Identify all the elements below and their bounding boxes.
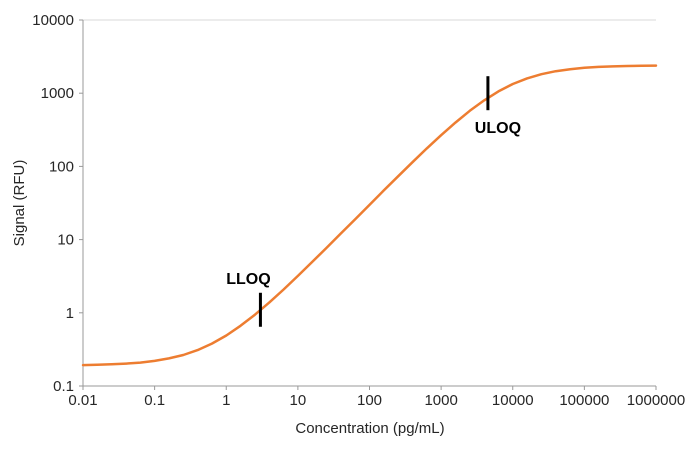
x-tick-label: 0.1 — [144, 392, 165, 409]
x-tick-label: 1 — [222, 392, 230, 409]
x-tick-label: 1000 — [424, 392, 457, 409]
y-tick-label: 10000 — [32, 12, 74, 29]
x-tick-label: 0.01 — [68, 392, 97, 409]
y-tick-label: 10 — [57, 232, 74, 249]
x-tick-label: 1000000 — [627, 392, 685, 409]
annotations: LLOQ ULOQ — [226, 76, 521, 327]
x-tick-label: 10 — [290, 392, 307, 409]
x-tick-label: 10000 — [492, 392, 534, 409]
lloq-label: LLOQ — [226, 271, 270, 288]
y-tick-label: 1 — [66, 305, 74, 322]
y-axis-title: Signal (RFU) — [11, 160, 28, 247]
x-axis-title: Concentration (pg/mL) — [295, 420, 444, 437]
axes — [82, 20, 656, 387]
uloq-label: ULOQ — [475, 120, 521, 137]
x-tick-label: 100 — [357, 392, 382, 409]
y-tick-label: 1000 — [41, 85, 74, 102]
y-tick-label: 0.1 — [53, 378, 74, 395]
y-tick-label: 100 — [49, 158, 74, 175]
x-tick-label: 100000 — [559, 392, 609, 409]
calibration-curve-line — [81, 64, 658, 367]
tick-marks-and-labels: 0.01 0.1 1 10 100 1000 10000 100000 10000000.111… — [32, 12, 685, 409]
